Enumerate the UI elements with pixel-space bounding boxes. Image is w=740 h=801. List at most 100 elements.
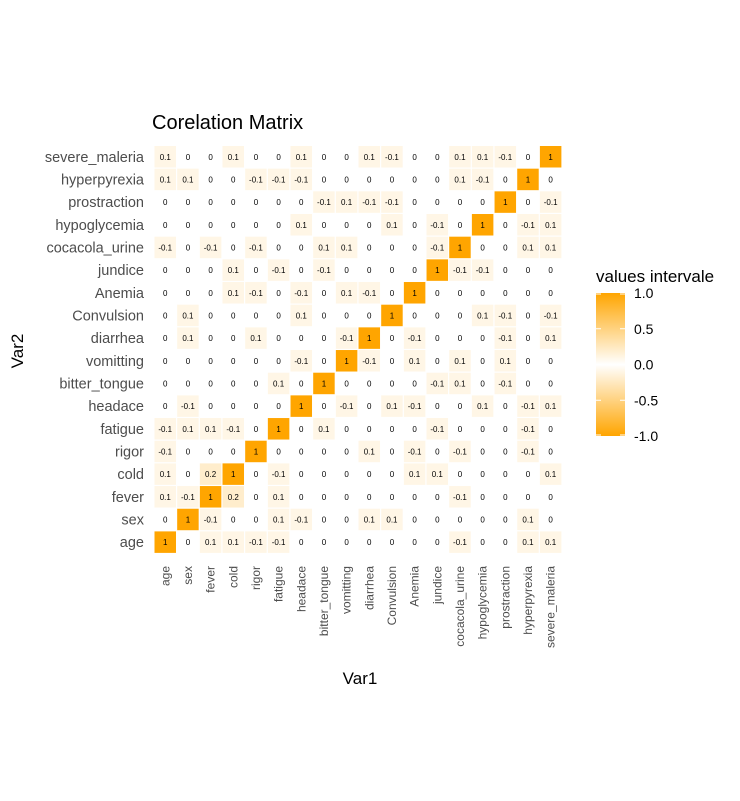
heatmap-cell [381, 440, 403, 463]
x-tick-label: headace [294, 566, 308, 612]
cell-value-label: 0 [299, 538, 304, 547]
cell-value-label: 0 [344, 538, 349, 547]
heatmap-cell [313, 191, 335, 213]
cell-value-label: 0 [254, 493, 259, 502]
heatmap-cell [267, 395, 290, 417]
cell-value-label: 0 [367, 425, 372, 434]
heatmap-cell [290, 395, 313, 417]
cell-value-label: 0.1 [160, 470, 172, 479]
heatmap-cell [358, 486, 381, 508]
heatmap-cell [494, 146, 517, 168]
heatmap-cell [335, 214, 358, 236]
cell-value-label: 1 [435, 266, 440, 275]
heatmap-cell [403, 531, 426, 553]
cell-value-label: 0.1 [500, 357, 512, 366]
cell-value-label: 0.1 [432, 470, 444, 479]
heatmap-cell [245, 282, 267, 304]
heatmap-cell [177, 463, 199, 485]
heatmap-cell [290, 327, 313, 349]
heatmap-cell [154, 259, 176, 281]
y-tick-label: fever [112, 490, 144, 506]
heatmap-cell [426, 236, 449, 259]
heatmap-cell [267, 418, 290, 440]
heatmap-cell [267, 486, 290, 508]
heatmap-cell [449, 168, 471, 191]
cell-value-label: 1 [367, 334, 372, 343]
heatmap-cell [358, 191, 381, 213]
heatmap-cell [177, 214, 199, 236]
x-tick-label: cocacola_urine [453, 566, 467, 647]
heatmap-cell [154, 304, 176, 327]
y-axis-title: Var2 [8, 334, 27, 369]
heatmap-cell [471, 372, 494, 395]
cell-value-label: -0.1 [272, 266, 286, 275]
cell-value-label: 0 [548, 357, 553, 366]
x-tick-label: Anemia [408, 566, 422, 607]
heatmap-cell [358, 350, 381, 372]
heatmap-cell [154, 236, 176, 259]
cell-value-label: 0 [480, 493, 485, 502]
cell-value-label: 0 [367, 538, 372, 547]
heatmap-cell [199, 214, 222, 236]
heatmap-cell [539, 327, 562, 349]
heatmap-cell [199, 395, 222, 417]
cell-value-label: 0 [548, 425, 553, 434]
heatmap-cell [222, 440, 245, 463]
heatmap-cell [539, 214, 562, 236]
cell-value-label: -0.1 [453, 266, 467, 275]
heatmap-cell [199, 327, 222, 349]
heatmap-cell [222, 168, 245, 191]
heatmap-cell [290, 486, 313, 508]
cell-value-label: 0 [322, 334, 327, 343]
heatmap-cell [381, 327, 403, 349]
heatmap-cell [177, 350, 199, 372]
cell-value-label: 0.1 [545, 470, 557, 479]
cell-value-label: 0 [480, 289, 485, 298]
cell-value-label: 0 [322, 175, 327, 184]
heatmap-cell [449, 282, 471, 304]
cell-value-label: 0 [412, 153, 417, 162]
heatmap-cell [426, 372, 449, 395]
cell-value-label: -0.1 [362, 198, 376, 207]
x-tick-label: vomitting [340, 566, 354, 614]
cell-value-label: 1 [231, 470, 236, 479]
cell-value-label: 0 [480, 357, 485, 366]
heatmap-cell [381, 372, 403, 395]
legend: values intervale 1.0 0.5 0.0 -0.5 -1.0 [596, 267, 714, 444]
heatmap-cell [154, 508, 176, 531]
heatmap-cell [358, 259, 381, 281]
cell-value-label: 0 [526, 153, 531, 162]
heatmap-cell [381, 191, 403, 213]
cell-value-label: 0 [231, 447, 236, 456]
cell-value-label: 0 [231, 198, 236, 207]
heatmap-cell [222, 146, 245, 168]
heatmap-cell [517, 508, 539, 531]
heatmap-cell [426, 418, 449, 440]
cell-value-label: 0 [390, 493, 395, 502]
cell-value-label: 0 [503, 221, 508, 230]
heatmap-cell [245, 486, 267, 508]
cell-value-label: 0 [231, 311, 236, 320]
legend-tick-label: -1.0 [634, 428, 658, 444]
cell-value-label: 0 [276, 357, 281, 366]
cell-value-label: 1 [208, 493, 213, 502]
heatmap-cell [222, 282, 245, 304]
heatmap-cell [403, 259, 426, 281]
heatmap-cell [494, 282, 517, 304]
cell-value-label: 0.1 [228, 266, 240, 275]
heatmap-cell [313, 236, 335, 259]
heatmap-cell [313, 304, 335, 327]
cell-value-label: 0.2 [228, 493, 240, 502]
heatmap-cell [222, 236, 245, 259]
cell-value-label: 0 [435, 538, 440, 547]
heatmap-cell [222, 327, 245, 349]
heatmap-cell [539, 146, 562, 168]
cell-value-label: 0 [480, 538, 485, 547]
x-axis-title: Var1 [343, 669, 378, 688]
heatmap-cell [539, 372, 562, 395]
cell-value-label: 0 [458, 289, 463, 298]
heatmap-cell [471, 508, 494, 531]
heatmap-cell [154, 486, 176, 508]
heatmap-cell [403, 463, 426, 485]
heatmap-cell [154, 440, 176, 463]
